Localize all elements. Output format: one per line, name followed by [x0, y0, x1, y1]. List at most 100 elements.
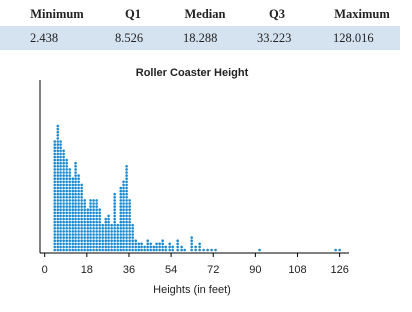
dot	[59, 239, 62, 242]
dot	[168, 248, 171, 252]
dot	[116, 230, 120, 233]
dot	[125, 180, 128, 184]
dot	[56, 165, 60, 168]
dot	[65, 233, 68, 236]
dot	[110, 248, 113, 252]
dot	[65, 183, 68, 187]
dot	[65, 196, 68, 199]
table-cell: 33.223	[257, 31, 291, 45]
dot	[164, 245, 168, 249]
dot	[74, 168, 77, 171]
dot	[83, 245, 87, 249]
dot	[65, 214, 68, 218]
dot	[98, 227, 101, 230]
dot	[104, 223, 108, 227]
dot	[71, 180, 75, 184]
dot	[95, 214, 98, 218]
dot	[92, 208, 95, 211]
dot	[95, 208, 98, 211]
dot	[56, 245, 60, 249]
dot	[68, 205, 72, 208]
dot	[119, 245, 123, 249]
dot	[71, 202, 75, 205]
dot	[71, 214, 75, 218]
dot	[74, 192, 77, 196]
dot	[122, 245, 125, 249]
dot	[59, 220, 62, 224]
dot	[131, 248, 134, 252]
dot	[113, 202, 116, 205]
dot	[131, 242, 134, 246]
dot	[74, 208, 77, 211]
dot	[104, 239, 108, 242]
dot	[59, 199, 62, 202]
dot	[89, 205, 92, 208]
dot	[56, 171, 60, 174]
dot	[122, 217, 125, 221]
dot	[53, 165, 57, 168]
dot	[83, 205, 87, 208]
dot	[110, 223, 113, 227]
dot	[125, 208, 128, 211]
dot	[77, 217, 80, 221]
dot	[68, 236, 72, 239]
dot	[86, 208, 90, 211]
dot	[107, 220, 110, 224]
dot	[77, 239, 80, 242]
dot	[65, 171, 68, 174]
dot	[68, 220, 72, 224]
dot	[56, 186, 60, 190]
dot	[131, 236, 134, 239]
dot	[155, 248, 158, 252]
dot	[53, 171, 57, 174]
dot	[74, 245, 77, 249]
dot	[180, 248, 183, 252]
dot	[59, 242, 62, 246]
dot	[77, 211, 80, 215]
dot	[65, 220, 68, 224]
dot	[59, 186, 62, 190]
dot	[86, 220, 90, 224]
dot	[71, 242, 75, 246]
dot	[98, 233, 101, 236]
dot	[89, 208, 92, 211]
dot	[89, 230, 92, 233]
dot	[125, 183, 128, 187]
dot	[65, 199, 68, 202]
dot	[74, 211, 77, 215]
dot	[83, 248, 87, 252]
dot	[56, 233, 60, 236]
dot	[59, 143, 62, 146]
dot	[80, 208, 83, 211]
dot	[62, 174, 65, 177]
dot	[71, 186, 75, 190]
dot	[62, 177, 65, 180]
dot	[59, 202, 62, 205]
dot	[113, 233, 116, 236]
dot	[122, 186, 125, 190]
dot	[68, 180, 72, 184]
dot	[53, 196, 57, 199]
dot	[113, 227, 116, 230]
dot	[137, 248, 141, 252]
dot	[68, 233, 72, 236]
dot	[92, 214, 95, 218]
dot	[107, 217, 110, 221]
dot	[62, 180, 65, 184]
dot	[95, 205, 98, 208]
dot	[92, 227, 95, 230]
dot	[74, 189, 77, 193]
dot	[80, 202, 83, 205]
dot	[128, 239, 131, 242]
dot	[65, 174, 68, 177]
dot	[56, 177, 60, 180]
dot	[71, 227, 75, 230]
dot	[56, 127, 60, 131]
dot	[53, 152, 57, 156]
dot	[122, 202, 125, 205]
dot	[89, 233, 92, 236]
dot	[107, 233, 110, 236]
dot	[101, 242, 105, 246]
dot	[113, 214, 116, 218]
dot	[62, 239, 65, 242]
